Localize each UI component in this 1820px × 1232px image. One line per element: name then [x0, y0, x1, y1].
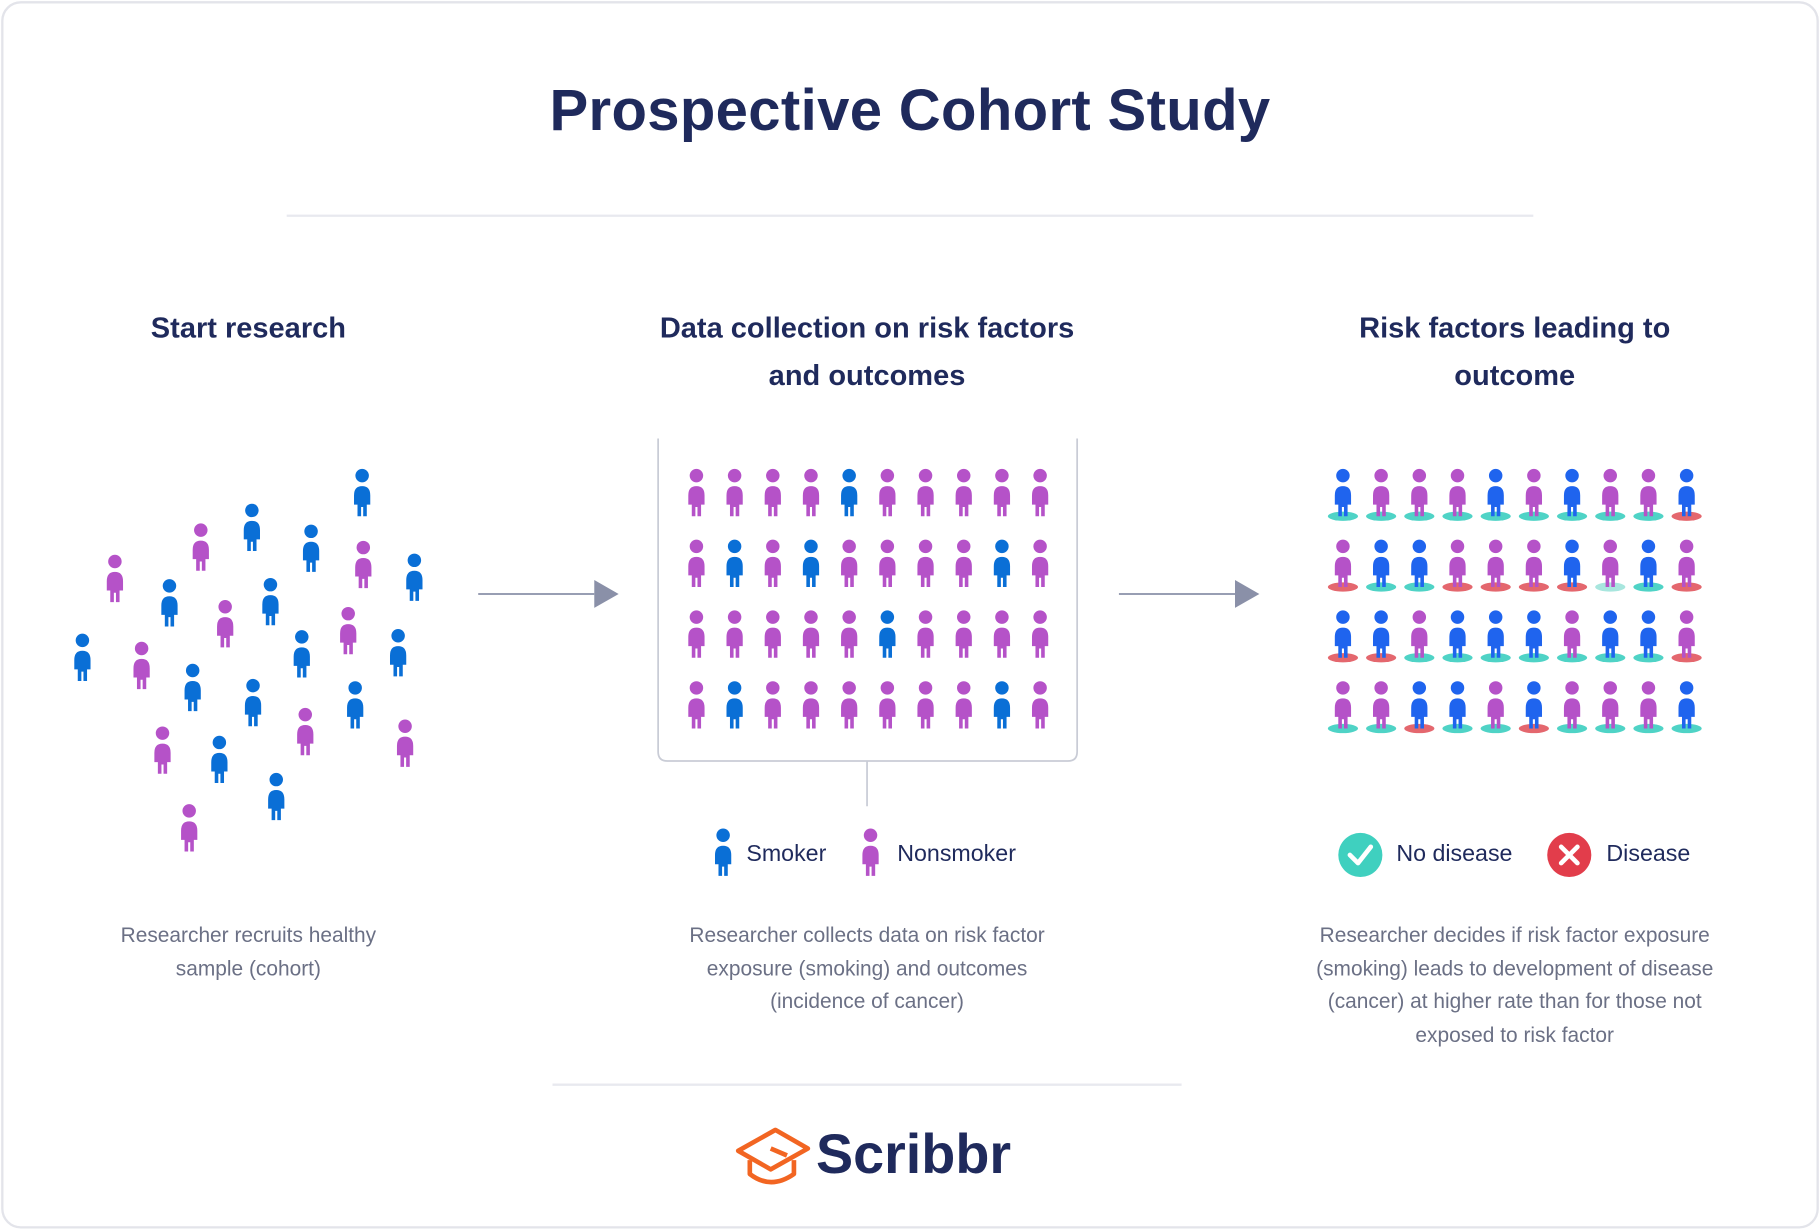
outcome-shadow: [1327, 582, 1359, 592]
outcome-shadow: [1366, 582, 1397, 592]
outcome-shadow: [1442, 511, 1473, 521]
step-description: Researcher recruits healthy sample (coho…: [120, 923, 377, 980]
outcome-shadow: [1671, 582, 1702, 592]
outcome-shadow: [1595, 582, 1626, 592]
no-disease-icon: [1338, 832, 1383, 878]
outcome-shadow: [1404, 582, 1435, 592]
step-description: Researcher collects data on risk factor …: [689, 923, 1045, 1013]
outcome-shadow: [1404, 511, 1435, 521]
outcome-shadow: [1595, 511, 1626, 521]
legend-label: No disease: [1396, 841, 1513, 867]
step-title: Risk factors leading to outcome: [1359, 312, 1671, 393]
outcome-shadow: [1327, 511, 1359, 521]
outcome-shadow: [1556, 653, 1588, 663]
outcome-shadow: [1633, 511, 1664, 521]
logo-icon: [735, 1127, 811, 1185]
outcome-shadow: [1442, 653, 1473, 663]
step-title: Data collection on risk factors and outc…: [659, 312, 1075, 393]
legend-label: Disease: [1606, 841, 1691, 867]
step-description: Researcher decides if risk factor exposu…: [1316, 923, 1714, 1046]
outcome-shadow: [1518, 582, 1549, 592]
outcome-shadow: [1518, 511, 1549, 521]
outcome-shadow: [1595, 653, 1626, 663]
outcome-shadow: [1480, 653, 1511, 663]
outcome-shadow: [1595, 723, 1626, 734]
outcome-shadow: [1404, 723, 1435, 734]
disease-icon: [1547, 832, 1592, 878]
outcome-shadow: [1327, 723, 1359, 734]
outcome-shadow: [1442, 723, 1473, 734]
outcome-shadow: [1633, 582, 1664, 592]
step-title: Start research: [150, 312, 346, 345]
legend-label: Smoker: [746, 841, 827, 867]
outcome-shadow: [1633, 653, 1664, 663]
title: Prospective Cohort Study: [549, 77, 1271, 143]
outcome-shadow: [1366, 723, 1397, 734]
logo-text: Scribbr: [815, 1124, 1012, 1186]
outcome-shadow: [1327, 653, 1359, 663]
outcome-shadow: [1480, 511, 1511, 521]
outcome-shadow: [1366, 511, 1397, 521]
outcome-shadow: [1442, 582, 1473, 592]
outcome-shadow: [1518, 653, 1549, 663]
outcome-shadow: [1633, 723, 1664, 734]
outcome-shadow: [1671, 653, 1702, 663]
arrow: [478, 580, 619, 608]
legend-label: Nonsmoker: [897, 841, 1016, 867]
outcome-shadow: [1404, 653, 1435, 663]
outcome-grid: [1327, 468, 1702, 734]
arrow: [1118, 580, 1260, 608]
outcome-shadow: [1480, 582, 1511, 592]
outcome-shadow: [1518, 723, 1549, 734]
outcome-shadow: [1480, 723, 1511, 734]
outcome-shadow: [1671, 723, 1702, 734]
outcome-shadow: [1671, 511, 1702, 521]
outcome-shadow: [1556, 723, 1588, 734]
outcome-shadow: [1366, 653, 1397, 663]
outcome-shadow: [1556, 511, 1588, 521]
outcome-shadow: [1556, 582, 1588, 592]
